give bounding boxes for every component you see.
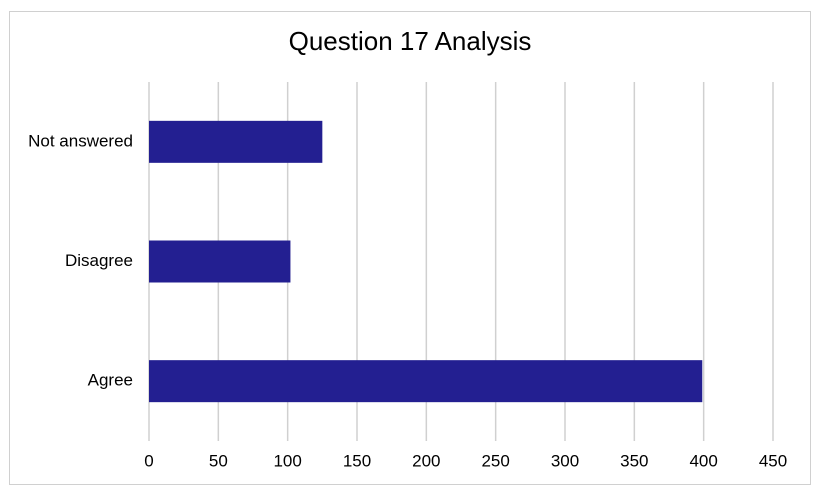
x-tick-label: 150	[343, 451, 371, 470]
y-tick-label: Agree	[88, 371, 133, 390]
x-tick-label: 400	[689, 451, 717, 470]
chart-border	[9, 11, 811, 485]
bar	[149, 360, 703, 403]
x-tick-label: 200	[412, 451, 440, 470]
x-tick-label: 450	[759, 451, 787, 470]
bar	[149, 240, 291, 283]
x-tick-label: 50	[209, 451, 228, 470]
chart-title: Question 17 Analysis	[289, 26, 532, 56]
x-tick-label: 0	[144, 451, 153, 470]
y-tick-label: Not answered	[28, 131, 133, 150]
x-tick-label: 300	[551, 451, 579, 470]
x-tick-label: 350	[620, 451, 648, 470]
x-tick-label: 100	[273, 451, 301, 470]
bar	[149, 120, 323, 163]
x-tick-label: 250	[481, 451, 509, 470]
y-tick-label: Disagree	[65, 251, 133, 270]
